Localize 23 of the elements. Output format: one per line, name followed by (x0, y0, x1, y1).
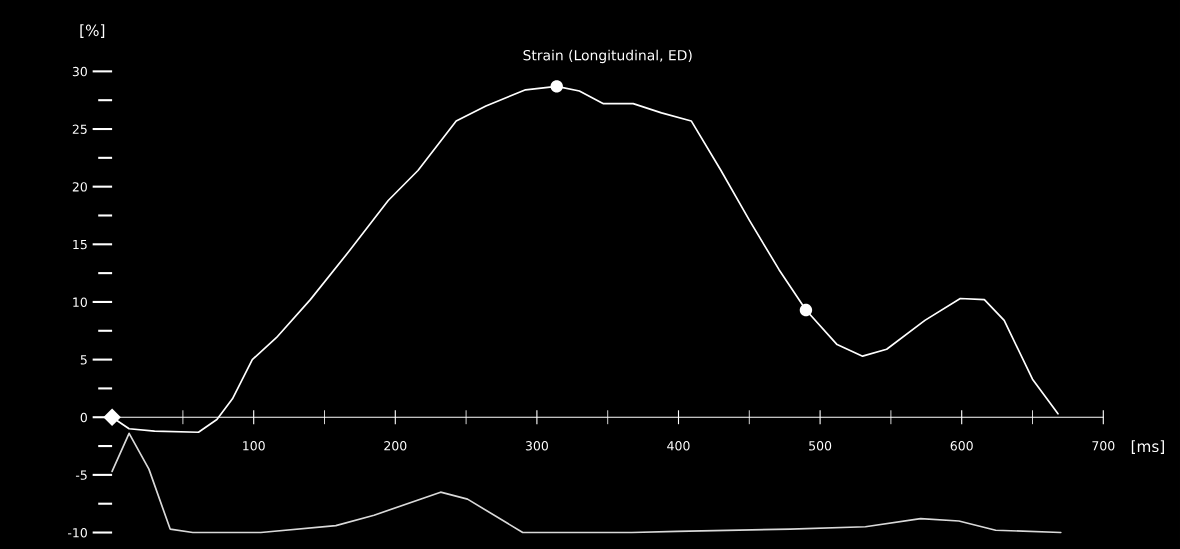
x-tick-label: 700 (1092, 441, 1115, 451)
x-tick-label: 400 (667, 441, 690, 451)
x-tick-label: 200 (384, 441, 407, 451)
y-tick-label: 5 (80, 355, 87, 365)
x-tick-label: 600 (950, 441, 973, 451)
y-tick-label: 15 (73, 239, 87, 250)
y-tick-label: 20 (72, 182, 87, 192)
y-tick-label: 30 (72, 66, 87, 77)
x-tick-label: 300 (525, 441, 548, 451)
point (550, 80, 563, 93)
point (103, 408, 121, 427)
y-axis-title: [%] (80, 24, 105, 38)
y-tick-label: 10 (73, 297, 87, 307)
x-tick-label: 100 (243, 441, 265, 451)
y-tick-label: -5 (75, 470, 87, 480)
y-tick-label: 0 (80, 412, 87, 423)
line-series (111, 432, 1062, 534)
x-tick-label: 500 (809, 441, 832, 451)
chart-title: Strain (Longitudinal, ED) (523, 49, 692, 64)
y-tick-label: 25 (72, 124, 87, 134)
y-tick-label: -10 (67, 528, 87, 538)
point (799, 303, 813, 317)
x-axis-title: [ms] (1131, 440, 1164, 454)
